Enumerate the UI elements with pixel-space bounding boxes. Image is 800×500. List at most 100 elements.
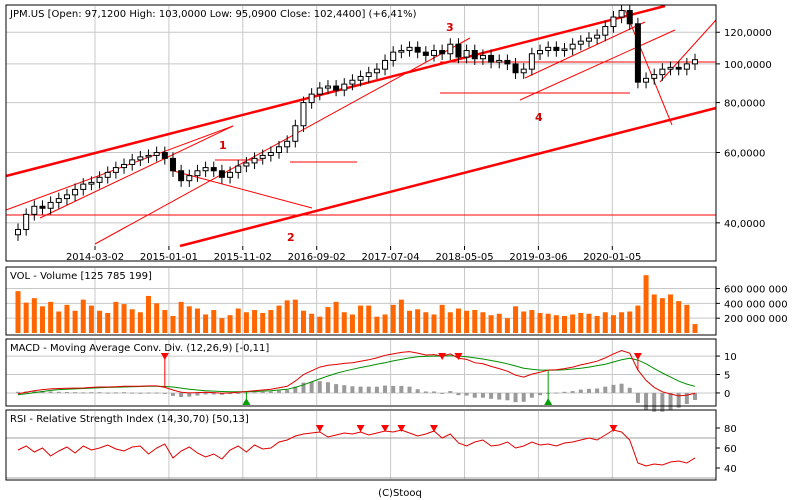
trend-line <box>39 125 234 219</box>
price-y-tick-label: 120,0000 <box>724 28 772 39</box>
macd-histogram-bar <box>154 392 159 394</box>
volume-bar <box>146 295 152 333</box>
candle-down <box>488 54 495 63</box>
candle-up <box>585 37 592 42</box>
trend-line <box>624 9 673 126</box>
macd-histogram-bar <box>187 392 192 397</box>
macd-histogram-bar <box>578 389 583 393</box>
candle-down <box>178 170 185 182</box>
candle-up <box>23 213 30 230</box>
trend-line <box>519 29 676 101</box>
volume-bar <box>260 312 266 333</box>
rsi-sell-marker <box>315 425 324 432</box>
candle-down <box>455 43 462 58</box>
macd-histogram-bar <box>366 386 371 393</box>
trend-line <box>659 19 717 83</box>
volume-bar <box>349 314 355 333</box>
macd-histogram-bar <box>554 392 559 394</box>
macd-histogram-bar <box>285 389 290 393</box>
macd-histogram-bar <box>219 392 224 395</box>
candle-up <box>104 171 111 178</box>
volume-bar <box>447 312 453 333</box>
volume-bar <box>423 312 429 333</box>
volume-bar <box>211 310 217 333</box>
volume-bar <box>325 307 331 333</box>
rsi-line <box>17 429 696 467</box>
candle-up <box>341 83 348 91</box>
volume-bar <box>553 315 559 333</box>
rsi-title: RSI - Relative Strength Index (14,30,70)… <box>10 414 249 425</box>
candle-up <box>479 54 486 60</box>
volume-bar <box>668 294 674 333</box>
macd-histogram-bar <box>203 392 208 395</box>
candle-up <box>202 167 209 172</box>
annotation-2: 2 <box>287 231 295 244</box>
macd-histogram-bar <box>489 392 494 399</box>
volume-bar <box>692 324 698 333</box>
price-y-axis-labels: 120,0000 100,0000 80,0000 60,0000 40,0000 <box>716 28 772 230</box>
candle-up <box>618 10 625 18</box>
candle-up <box>80 183 87 190</box>
volume-bar <box>48 301 54 333</box>
macd-histogram-bar <box>277 390 282 393</box>
rsi-y-tick-label: 80 <box>724 424 737 435</box>
volume-bar <box>178 301 184 333</box>
macd-histogram-bar <box>652 392 657 412</box>
candle-up <box>447 43 454 55</box>
macd-sell-marker <box>160 353 169 360</box>
macd-histogram-bar <box>105 392 110 394</box>
rsi-panel: RSI - Relative Strength Index (14,30,70)… <box>5 409 737 481</box>
price-x-tick-label: 2018-05-05 <box>435 252 493 263</box>
candle-up <box>186 175 193 182</box>
trend-line <box>169 169 313 209</box>
volume-bar <box>235 308 241 333</box>
price-x-tick-label: 2019-03-06 <box>509 252 567 263</box>
macd-histogram-bar <box>619 383 624 393</box>
volume-bar <box>23 302 29 333</box>
candle-up <box>357 75 364 81</box>
macd-histogram-bar <box>529 392 534 398</box>
candle-up <box>129 159 136 165</box>
volume-bar <box>105 312 111 333</box>
macd-histogram-bar <box>56 391 61 393</box>
macd-sell-marker <box>454 353 463 360</box>
trend-line <box>5 125 234 211</box>
candle-up <box>112 167 119 173</box>
candle-up <box>259 154 266 159</box>
macd-histogram-bar <box>293 386 298 393</box>
volume-bar <box>521 311 527 333</box>
macd-histogram-bar <box>448 391 453 393</box>
price-x-tick-label: 2015-01-01 <box>140 252 198 263</box>
macd-histogram-bar <box>472 392 477 398</box>
volume-bar <box>676 301 682 333</box>
candle-up <box>72 188 79 196</box>
macd-histogram-bar <box>668 392 673 410</box>
volume-panel-frame <box>5 266 717 336</box>
macd-histogram-bar <box>603 386 608 393</box>
macd-histogram-bar <box>89 392 94 394</box>
volume-bar <box>129 309 135 333</box>
trend-line <box>179 106 717 248</box>
macd-histogram-bar <box>342 385 347 393</box>
volume-bar <box>276 305 282 333</box>
macd-histogram-bar <box>350 386 355 393</box>
candle-up <box>545 46 552 52</box>
volume-bar <box>455 308 461 333</box>
volume-bar <box>488 315 494 333</box>
volume-bar <box>684 304 690 333</box>
macd-histogram-bar <box>513 392 518 403</box>
candle-up <box>406 46 413 52</box>
candle-down <box>39 205 46 209</box>
volume-bar <box>496 313 502 333</box>
macd-buy-marker <box>544 398 553 405</box>
candle-up <box>683 63 690 70</box>
macd-histogram-bar <box>252 392 257 394</box>
macd-histogram-bar <box>73 392 78 394</box>
trend-line <box>5 4 666 178</box>
candle-up <box>390 51 397 61</box>
macd-histogram-bar <box>374 386 379 393</box>
macd-histogram-bar <box>415 389 420 393</box>
candle-up <box>243 162 250 167</box>
